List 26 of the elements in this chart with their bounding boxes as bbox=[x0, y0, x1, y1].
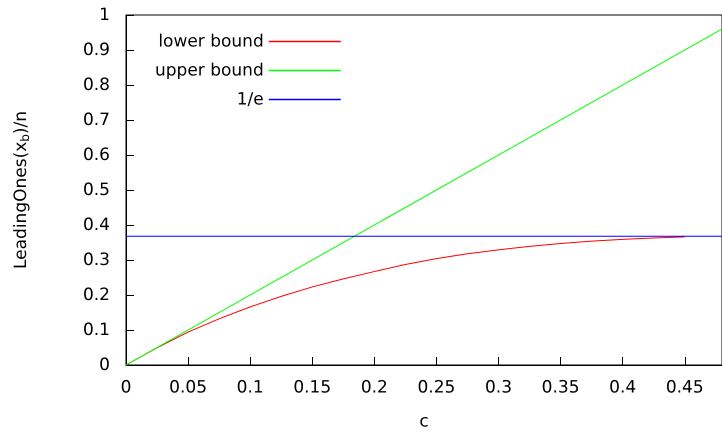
x-tick-label: 0.05 bbox=[169, 378, 208, 398]
x-tick-label: 0.1 bbox=[236, 378, 264, 398]
y-tick-label: 0 bbox=[99, 355, 110, 375]
y-tick-label: 0.6 bbox=[82, 145, 110, 165]
x-tick-label: 0.4 bbox=[609, 378, 636, 398]
x-tick-label: 0.35 bbox=[542, 378, 580, 398]
y-tick-label: 0.3 bbox=[82, 250, 110, 270]
x-tick-label: 0.25 bbox=[417, 378, 456, 398]
x-tick-label: 0.45 bbox=[666, 378, 704, 398]
y-tick-label: 0.7 bbox=[82, 110, 110, 130]
x-axis-title: c bbox=[419, 412, 429, 432]
y-tick-label: 0.4 bbox=[82, 215, 110, 235]
y-axis-title: LeadingOnes(xb)/n bbox=[11, 110, 32, 270]
x-tick-label: 0.3 bbox=[484, 378, 512, 398]
x-tick-label: 0 bbox=[120, 378, 132, 398]
y-tick-label: 0.8 bbox=[82, 75, 110, 95]
y-tick-label: 0.2 bbox=[82, 285, 110, 305]
x-tick-label: 0.2 bbox=[360, 378, 388, 398]
legend-label: 1/e bbox=[236, 90, 264, 110]
legend-label: upper bound bbox=[154, 60, 264, 80]
y-tick-label: 0.5 bbox=[82, 180, 110, 200]
legend-label: lower bound bbox=[158, 32, 264, 52]
y-tick-label: 0.9 bbox=[82, 40, 110, 60]
y-tick-label: 1 bbox=[99, 5, 110, 25]
y-tick-label: 0.1 bbox=[82, 320, 110, 340]
x-tick-label: 0.15 bbox=[293, 378, 332, 398]
